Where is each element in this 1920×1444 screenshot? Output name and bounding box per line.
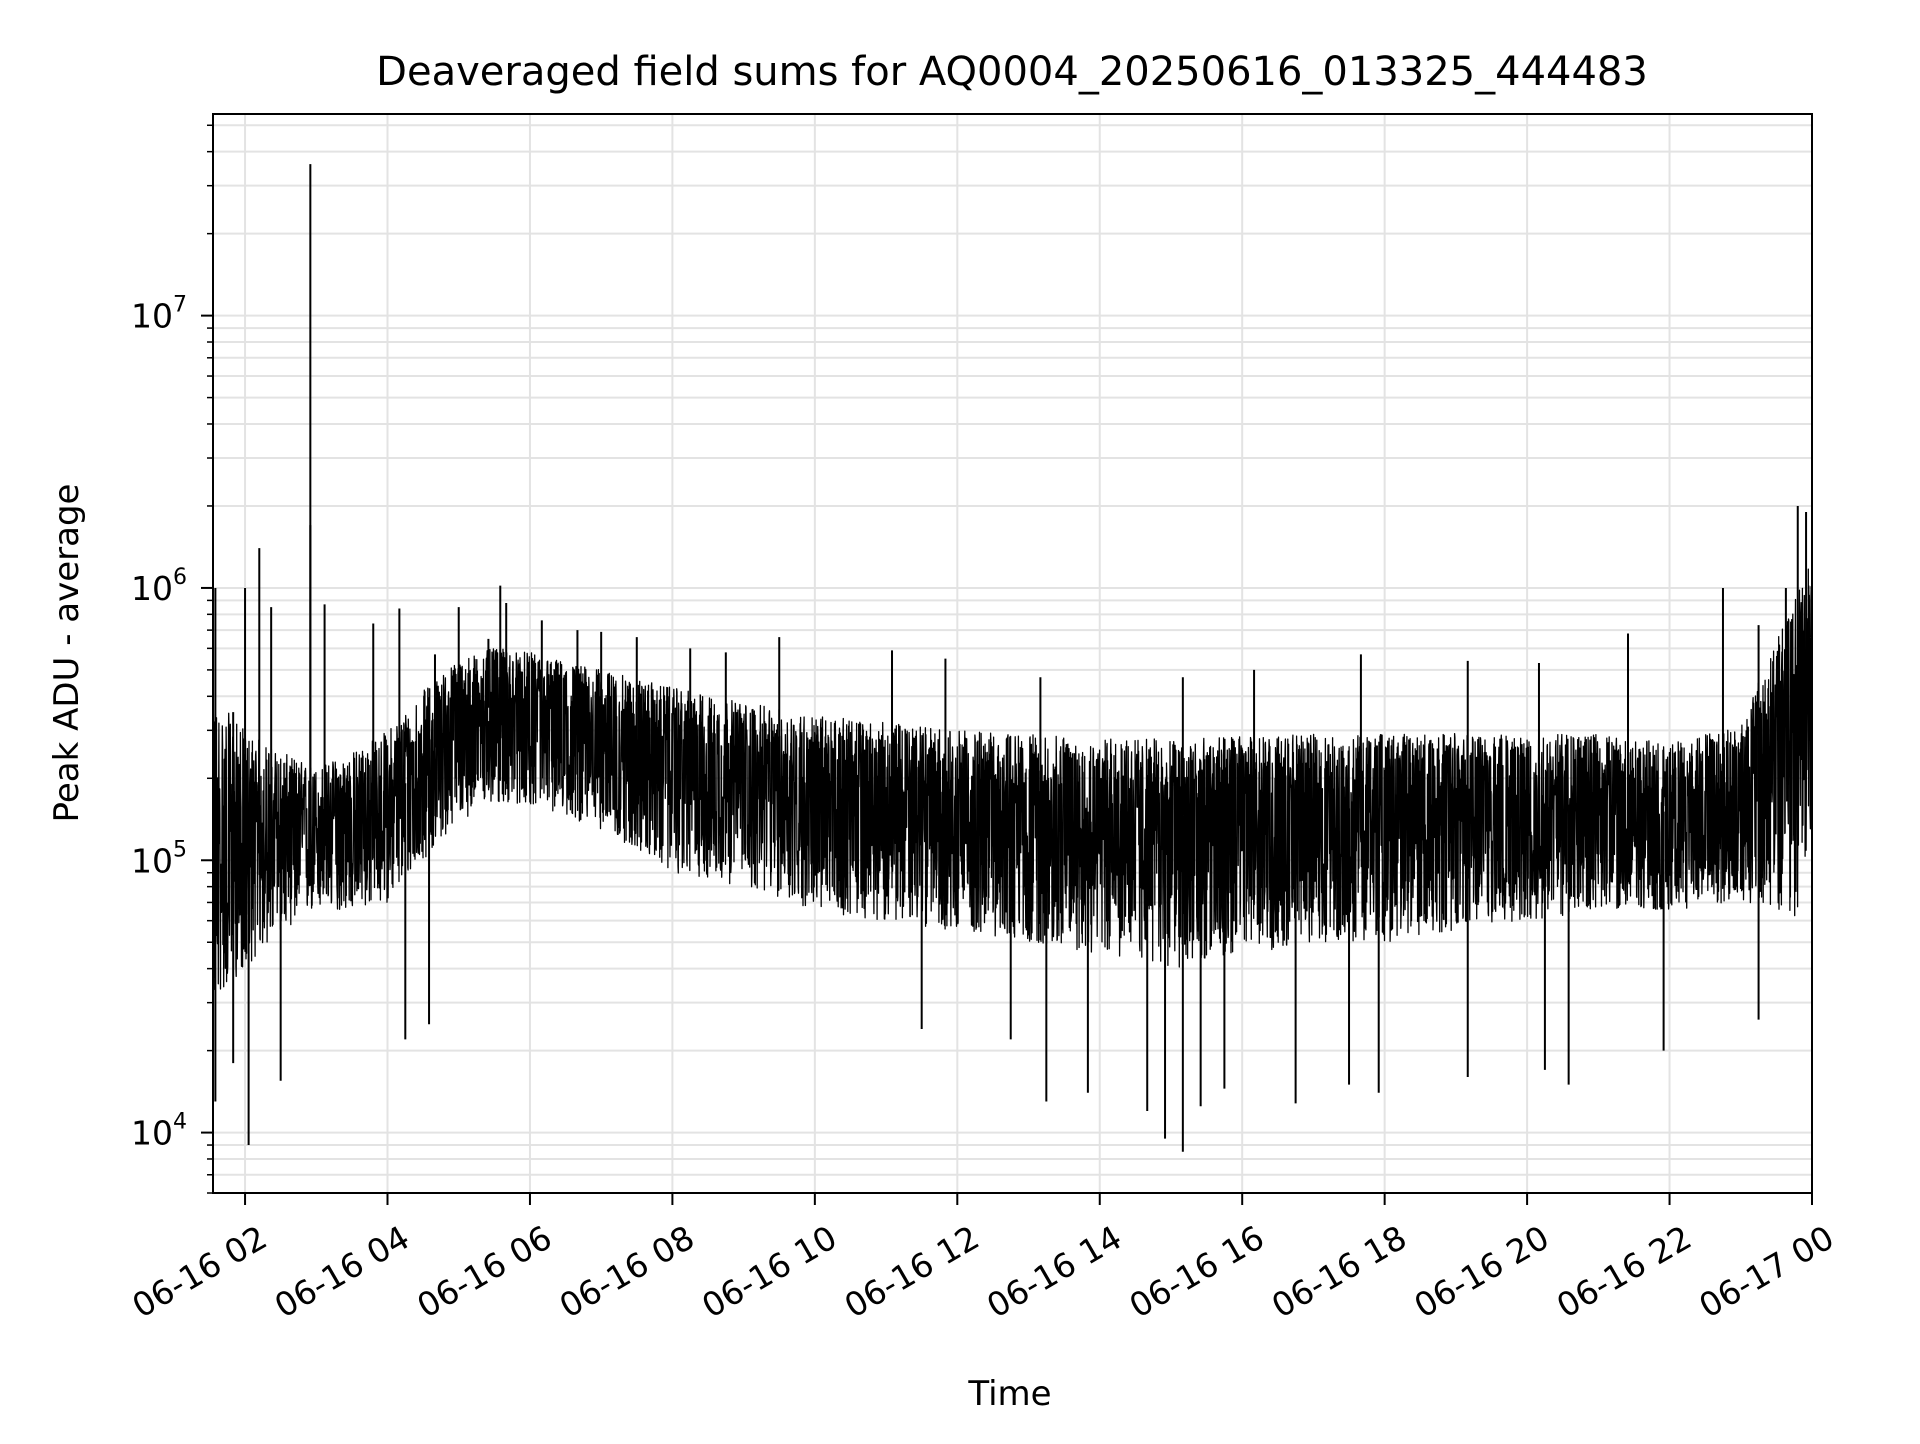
y-tick-label: 104 bbox=[131, 1110, 187, 1153]
x-axis-label: Time bbox=[967, 1374, 1051, 1414]
y-tick-label: 106 bbox=[131, 565, 187, 608]
y-tick-label: 105 bbox=[131, 837, 187, 880]
y-axis-label: Peak ADU - average bbox=[47, 484, 87, 823]
y-tick-label: 107 bbox=[131, 293, 187, 336]
data-series bbox=[213, 164, 1812, 1152]
series-line bbox=[213, 552, 1812, 991]
plot-frame bbox=[212, 113, 1813, 1194]
chart-title: Deaveraged field sums for AQ0004_2025061… bbox=[376, 49, 1648, 95]
